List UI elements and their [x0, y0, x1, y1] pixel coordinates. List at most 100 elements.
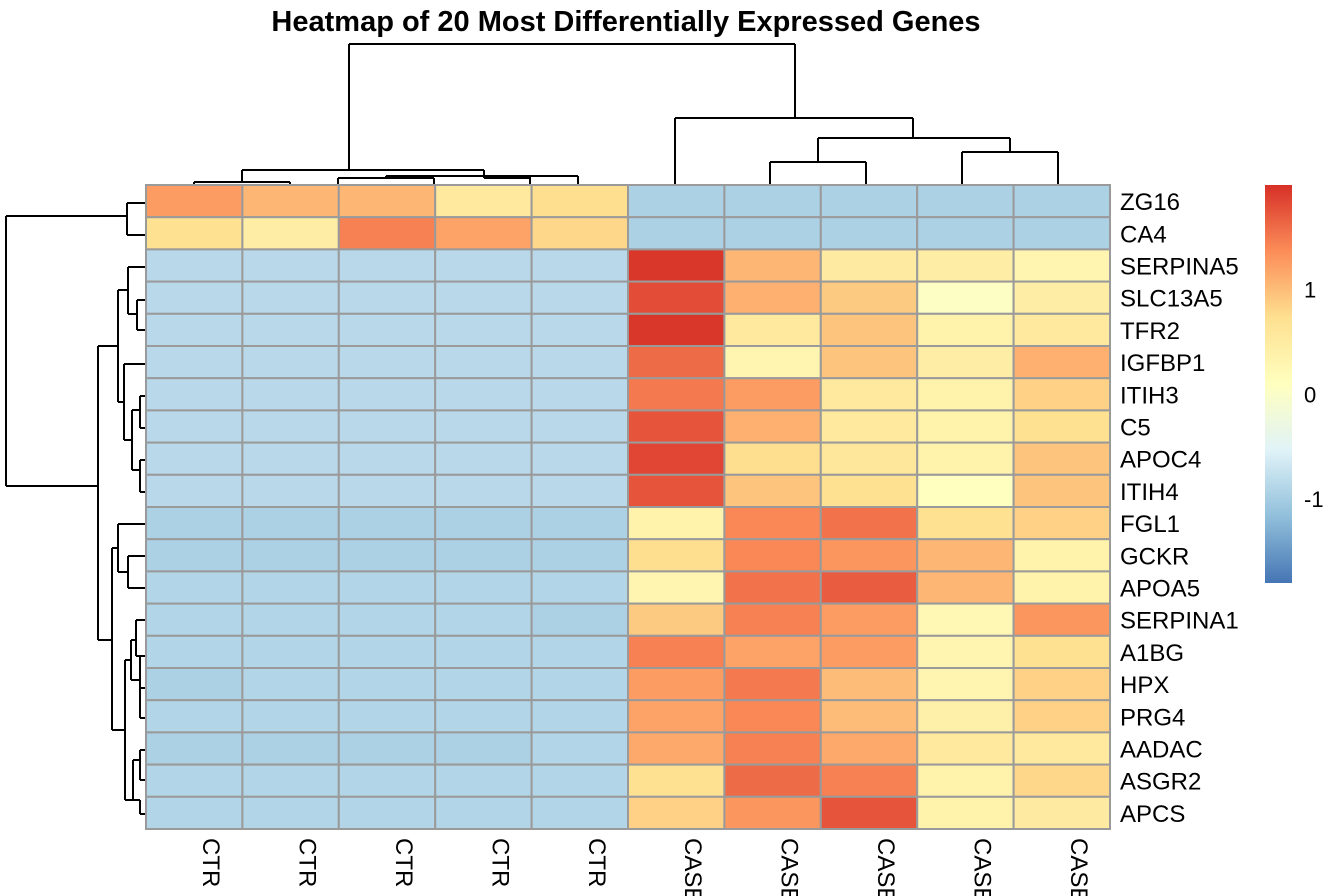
heatmap-cell [337, 312, 437, 347]
heatmap-cell [723, 345, 822, 380]
heatmap-cell [145, 667, 244, 702]
heatmap-cell [1012, 538, 1111, 573]
row-label: CA4 [1120, 221, 1167, 248]
heatmap-cell [241, 506, 340, 541]
row-label: ASGR2 [1120, 769, 1201, 796]
legend-ticks: 1 0 -1 [1304, 278, 1324, 512]
heatmap-cell [337, 763, 437, 798]
heatmap-cell [241, 731, 340, 766]
heatmap-cell [819, 763, 919, 798]
heatmap-cell [241, 473, 340, 508]
heatmap-cell [337, 795, 437, 830]
heatmap-cell [337, 377, 437, 412]
heatmap-cell [916, 538, 1015, 573]
row-label: APCS [1120, 801, 1185, 828]
heatmap-cell [530, 345, 629, 380]
column-dendrogram-branch [348, 43, 796, 170]
heatmap-cell [1012, 570, 1111, 605]
row-label: A1BG [1120, 640, 1184, 667]
row-label: FGL1 [1120, 511, 1180, 538]
heatmap-cell [337, 667, 437, 702]
heatmap-cell [337, 280, 437, 315]
row-label: GCKR [1120, 543, 1189, 570]
heatmap-cell [627, 699, 726, 734]
heatmap-cell [1012, 377, 1111, 412]
heatmap-cell [145, 763, 244, 798]
heatmap-cell [434, 216, 533, 251]
heatmap-cell [1012, 795, 1111, 830]
heatmap-cell [1012, 699, 1111, 734]
heatmap-cell [1012, 473, 1111, 508]
column-dendrogram [193, 43, 1059, 184]
heatmap-cell [1012, 248, 1111, 283]
heatmap-cell [916, 248, 1015, 283]
row-dendrogram-branch [127, 555, 146, 589]
heatmap-cell [434, 248, 533, 283]
heatmap-cell [530, 506, 629, 541]
heatmap-cell [241, 667, 340, 702]
heatmap-cell [530, 570, 629, 605]
row-label: ITIH4 [1120, 479, 1179, 506]
heatmap-cell [723, 506, 822, 541]
heatmap-cell [723, 280, 822, 315]
heatmap-cell [627, 280, 726, 315]
row-dendrogram [5, 202, 146, 815]
row-dendrogram-branch [126, 202, 146, 236]
heatmap-cell [819, 634, 919, 669]
heatmap-cell [916, 184, 1015, 219]
heatmap-cell [241, 248, 340, 283]
heatmap-cell [337, 602, 437, 637]
heatmap-cell [337, 570, 437, 605]
heatmap-cell [145, 248, 244, 283]
heatmap-cell [1012, 667, 1111, 702]
heatmap-cell [434, 602, 533, 637]
heatmap-cell [145, 506, 244, 541]
heatmap-cell [627, 763, 726, 798]
legend-color-bar [1265, 185, 1292, 583]
row-label: TFR2 [1120, 318, 1180, 345]
row-dendrogram-branch [132, 759, 140, 801]
row-dendrogram-branch [97, 345, 118, 641]
heatmap-cell [337, 538, 437, 573]
heatmap-cell [916, 506, 1015, 541]
heatmap-cell [337, 345, 437, 380]
row-label: ZG16 [1120, 189, 1180, 216]
heatmap-cell [627, 667, 726, 702]
heatmap-cell [145, 795, 244, 830]
heatmap-cell [723, 795, 822, 830]
column-dendrogram-branch [961, 151, 1059, 184]
column-label: CASE [872, 838, 899, 896]
heatmap-cell [819, 312, 919, 347]
heatmap-cell [627, 345, 726, 380]
column-dendrogram-branch [483, 176, 531, 184]
legend-tick-label: -1 [1304, 487, 1324, 512]
heatmap-cell [916, 634, 1015, 669]
heatmap-cell [819, 667, 919, 702]
heatmap-cell [819, 216, 919, 251]
heatmap-cell [434, 667, 533, 702]
heatmap-cell [434, 184, 533, 219]
column-label: CASE [1065, 838, 1092, 896]
heatmap-cell [530, 409, 629, 444]
heatmap-cell [1012, 634, 1111, 669]
heatmap-cell [916, 763, 1015, 798]
row-label: SERPINA1 [1120, 608, 1239, 635]
heatmap-cell [530, 473, 629, 508]
heatmap-cell [723, 731, 822, 766]
heatmap-cell [627, 248, 726, 283]
heatmap-cell [916, 441, 1015, 476]
heatmap-cell [1012, 345, 1111, 380]
heatmap-cell [145, 280, 244, 315]
heatmap-cell [819, 473, 919, 508]
heatmap-cell [241, 699, 340, 734]
heatmap-cell [916, 667, 1015, 702]
heatmap-cell [819, 409, 919, 444]
heatmap-cell [819, 795, 919, 830]
heatmap-cell [434, 312, 533, 347]
heatmap-cell [434, 763, 533, 798]
heatmap-cell [819, 602, 919, 637]
heatmap-cell [627, 795, 726, 830]
heatmap-cell [627, 377, 726, 412]
heatmap-cell [1012, 312, 1111, 347]
